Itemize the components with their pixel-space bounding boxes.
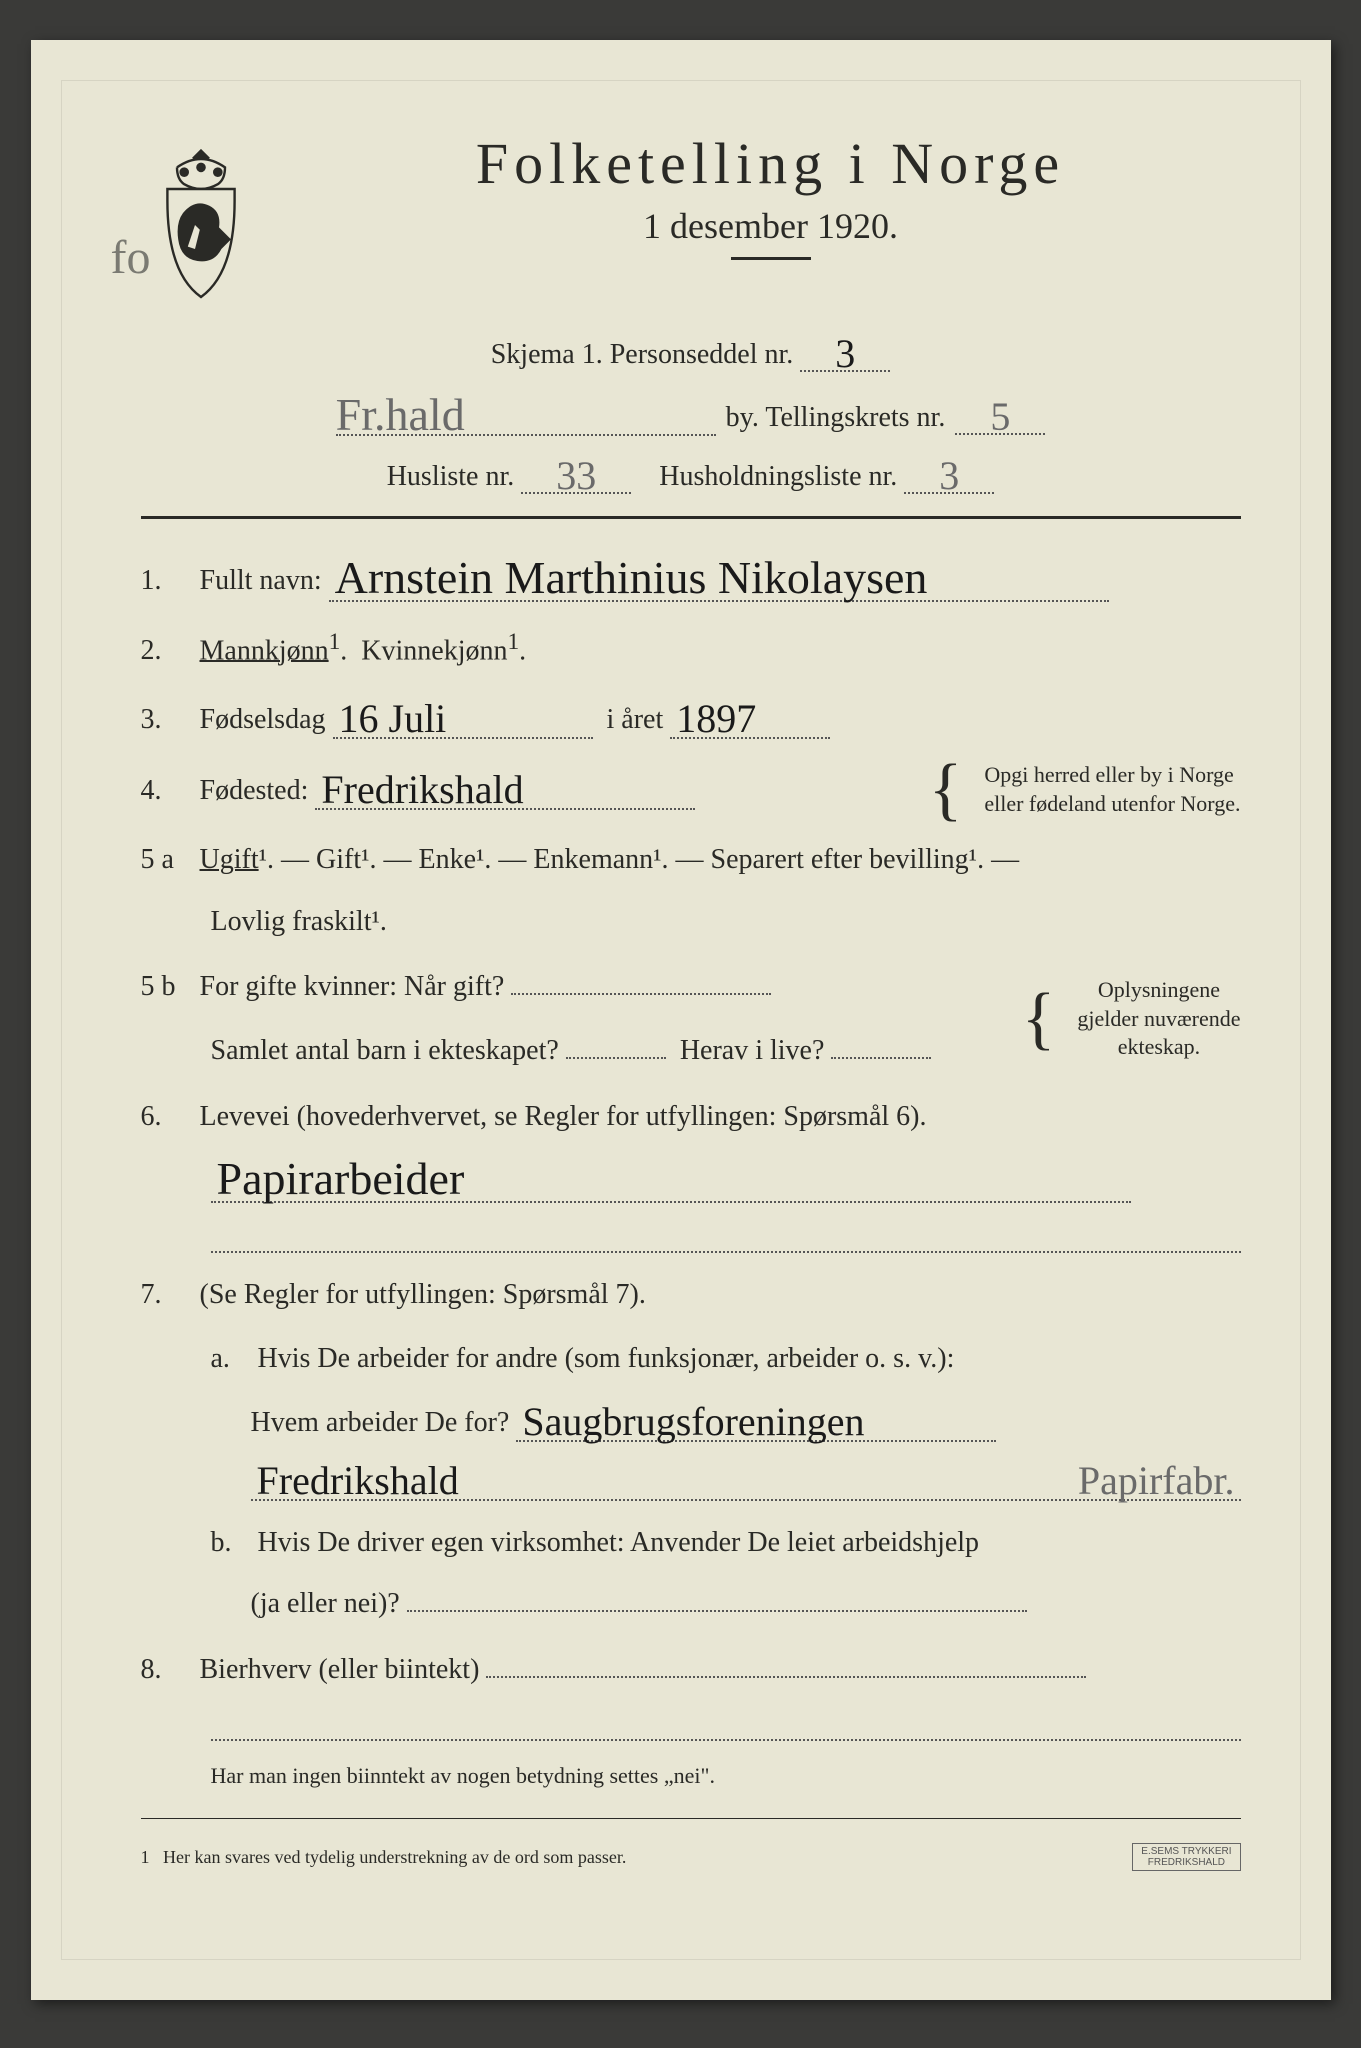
q7b-text2: (ja eller nei)? bbox=[251, 1588, 400, 1619]
title-block: Folketelling i Norge 1 desember 1920. bbox=[301, 130, 1241, 284]
personseddel-nr: 3 bbox=[835, 334, 855, 374]
q7-label: (Se Regler for utfyllingen: Spørsmål 7). bbox=[200, 1279, 646, 1310]
q5b-num: 5 b bbox=[141, 963, 193, 1011]
q6-occupation: 6. Levevei (hovederhvervet, se Regler fo… bbox=[141, 1093, 1241, 1253]
q8-num: 8. bbox=[141, 1646, 193, 1694]
printer-stamp: E.SEMS TRYKKERI FREDRIKSHALD bbox=[1132, 1843, 1240, 1871]
q5b-l2a: Samlet antal barn i ekteskapet? bbox=[211, 1035, 559, 1066]
q2-sup2: 1 bbox=[508, 629, 520, 655]
q1-value: Arnstein Marthinius Nikolaysen bbox=[335, 553, 928, 604]
q5a-line2: Lovlig fraskilt¹. bbox=[211, 898, 1241, 946]
q4-label: Fødested: bbox=[200, 775, 309, 806]
q2-sup1: 1 bbox=[329, 629, 341, 655]
q8-label: Bierhverv (eller biintekt) bbox=[200, 1654, 480, 1685]
q3-day: 16 Juli bbox=[339, 697, 447, 741]
sub-title: 1 desember 1920. bbox=[301, 205, 1241, 247]
divider bbox=[141, 1818, 1241, 1819]
q8-note: Har man ingen biinntekt av nogen betydni… bbox=[211, 1757, 1241, 1794]
q1-num: 1. bbox=[141, 557, 193, 605]
q7-num: 7. bbox=[141, 1271, 193, 1319]
q5b-l2b: Herav i live? bbox=[680, 1035, 825, 1066]
q7a-label: a. bbox=[211, 1335, 251, 1383]
q4-birthplace: 4. Fødested: Fredrikshald { Opgi herred … bbox=[141, 761, 1241, 818]
title-rule bbox=[731, 257, 811, 260]
q8-blank-line bbox=[211, 1702, 1241, 1741]
q6-label: Levevei (hovederhvervet, se Regler for u… bbox=[200, 1101, 927, 1132]
husholdning-nr: 3 bbox=[939, 456, 959, 496]
q5a-num: 5 a bbox=[141, 836, 193, 884]
q4-note-l1: Opgi herred eller by i Norge bbox=[984, 762, 1233, 787]
q5a-marital: 5 a Ugift¹. — Gift¹. — Enke¹. — Enkemann… bbox=[141, 836, 1241, 945]
q4-value: Fredrikshald bbox=[321, 768, 523, 812]
footnote-text: Her kan svares ved tydelig understreknin… bbox=[163, 1847, 626, 1867]
brace-icon: { bbox=[929, 769, 963, 811]
q3-num: 3. bbox=[141, 696, 193, 744]
meta-block: Skjema 1. Personseddel nr. 3 Fr.hald by.… bbox=[201, 330, 1181, 494]
q4-note: Opgi herred eller by i Norge eller fødel… bbox=[984, 761, 1240, 818]
q6-blank-line bbox=[211, 1214, 1241, 1253]
main-title: Folketelling i Norge bbox=[301, 130, 1241, 197]
q3-year: 1897 bbox=[676, 697, 756, 741]
stamp-l2: FREDRIKSHALD bbox=[1148, 1857, 1225, 1868]
q5b-note: Oplysningene gjelder nuværende ekteskap. bbox=[1077, 976, 1240, 1062]
q5b-note-l2: gjelder nuværende bbox=[1077, 1006, 1240, 1031]
q2-sex: 2. Mannkjønn1. Kvinnekjønn1. bbox=[141, 623, 1241, 675]
q3-label: Fødselsdag bbox=[200, 704, 326, 735]
q2-num: 2. bbox=[141, 627, 193, 675]
footnote-row: 1 Her kan svares ved tydelig understrekn… bbox=[141, 1843, 1241, 1871]
by-value: Fr.hald bbox=[336, 392, 465, 438]
q5b-l1: For gifte kvinner: Når gift? bbox=[200, 971, 505, 1002]
by-label: by. Tellingskrets nr. bbox=[726, 402, 946, 434]
q7b-text1: Hvis De driver egen virksomhet: Anvender… bbox=[258, 1527, 980, 1558]
footnote-marker: 1 bbox=[141, 1847, 150, 1867]
stamp-l1: E.SEMS TRYKKERI bbox=[1141, 1846, 1231, 1857]
header: fo Folketelling i Norge 1 desember 1920. bbox=[141, 130, 1241, 310]
census-form-page: fo Folketelling i Norge 1 desember 1920.… bbox=[31, 40, 1331, 2000]
q7a-value2b: Papirfabr. bbox=[1078, 1459, 1235, 1503]
q6-num: 6. bbox=[141, 1093, 193, 1141]
q7b-label: b. bbox=[211, 1519, 251, 1567]
q4-num: 4. bbox=[141, 767, 193, 815]
brace-icon: { bbox=[1022, 998, 1056, 1040]
coat-of-arms-icon bbox=[141, 140, 261, 310]
tellingskrets-nr: 5 bbox=[990, 397, 1010, 437]
husliste-label: Husliste nr. bbox=[387, 461, 515, 492]
husholdning-label: Husholdningsliste nr. bbox=[659, 461, 897, 492]
q7a-text1: Hvis De arbeider for andre (som funksjon… bbox=[258, 1343, 955, 1374]
q7a-value1: Saugbrugsforeningen bbox=[522, 1400, 864, 1444]
q7a-value2a: Fredrikshald bbox=[257, 1459, 459, 1503]
q2-kvinne: Kvinnekjønn bbox=[361, 635, 507, 666]
skjema-label: Skjema 1. Personseddel nr. bbox=[491, 339, 794, 370]
q8-secondary: 8. Bierhverv (eller biintekt) Har man in… bbox=[141, 1646, 1241, 1794]
q5b-married-women: 5 b For gifte kvinner: Når gift? Samlet … bbox=[141, 963, 1241, 1074]
pencil-margin-mark: fo bbox=[111, 230, 151, 285]
q2-mann: Mannkjønn bbox=[200, 635, 329, 666]
q5b-note-l1: Oplysningene bbox=[1098, 977, 1220, 1002]
q7-employer: 7. (Se Regler for utfyllingen: Spørsmål … bbox=[141, 1271, 1241, 1628]
q6-value: Papirarbeider bbox=[217, 1154, 465, 1205]
q1-full-name: 1. Fullt navn: Arnstein Marthinius Nikol… bbox=[141, 549, 1241, 605]
q1-label: Fullt navn: bbox=[200, 565, 322, 596]
q5b-note-l3: ekteskap. bbox=[1118, 1034, 1200, 1059]
q3-year-label: i året bbox=[607, 704, 664, 735]
q4-note-l2: eller fødeland utenfor Norge. bbox=[984, 791, 1240, 816]
husliste-nr: 33 bbox=[556, 456, 596, 496]
q7a-text2: Hvem arbeider De for? bbox=[251, 1407, 510, 1438]
divider bbox=[141, 516, 1241, 519]
q5a-selected: Ugift bbox=[200, 844, 259, 875]
q3-birthdate: 3. Fødselsdag 16 Juli i året 1897 bbox=[141, 693, 1241, 744]
